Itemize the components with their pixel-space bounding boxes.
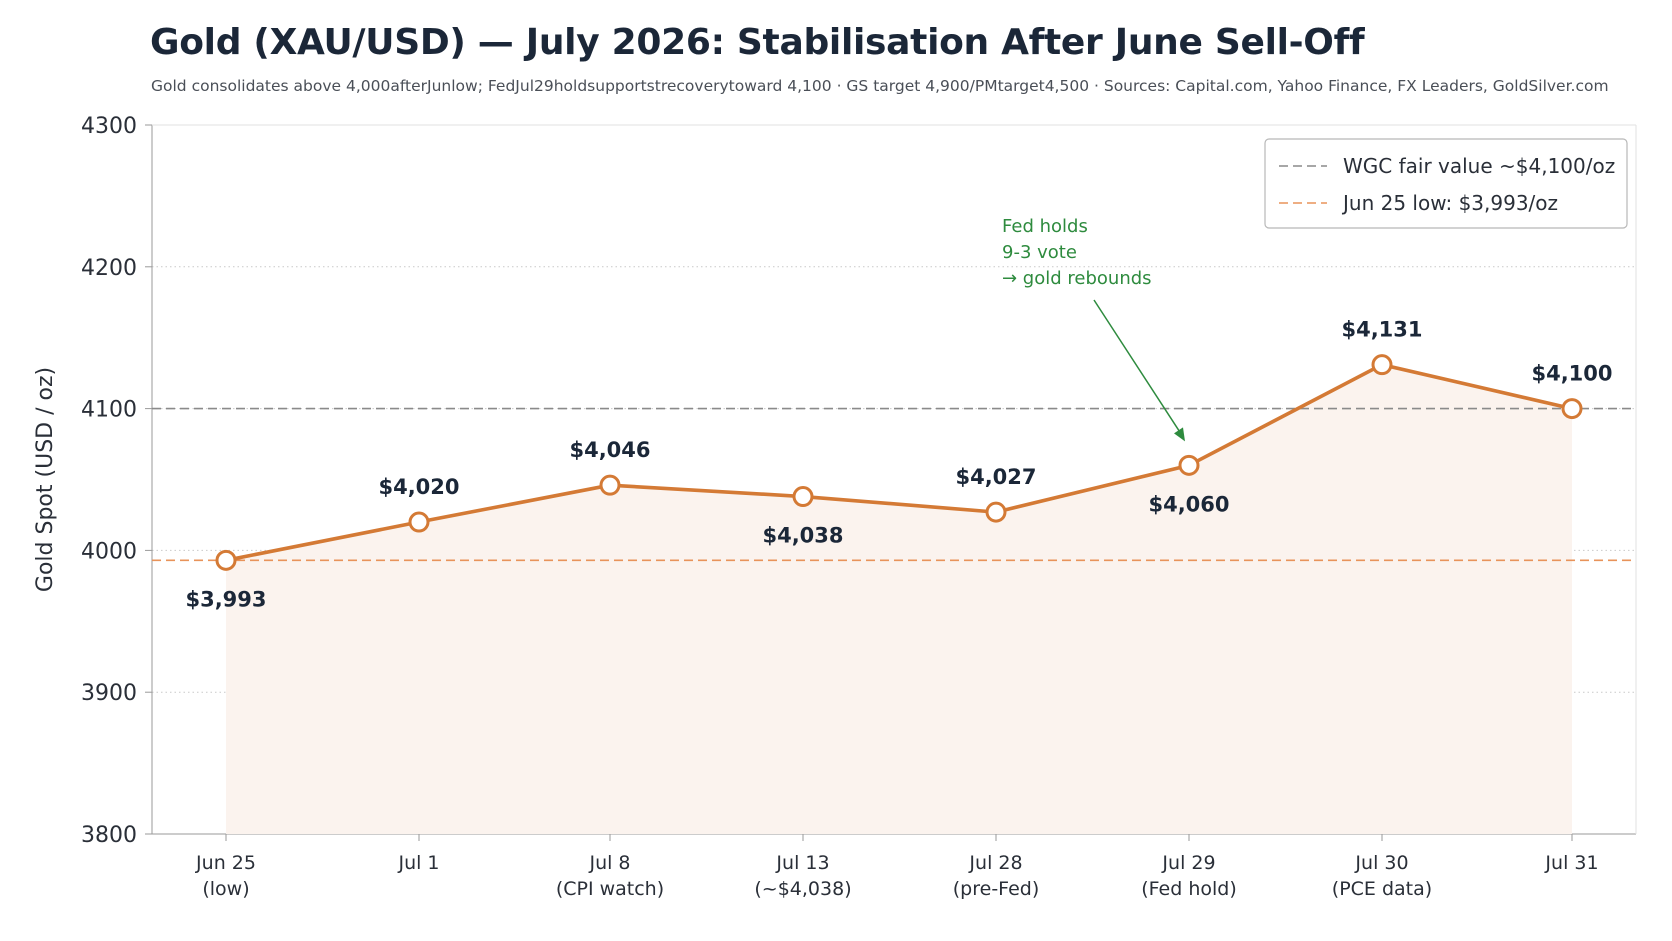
x-tick-sublabel: (low) xyxy=(202,878,249,900)
data-point xyxy=(1561,398,1583,420)
data-point xyxy=(792,486,814,508)
x-tick-label: Jul 8 xyxy=(588,852,630,874)
data-point xyxy=(1178,454,1200,476)
annotation-arrowhead xyxy=(1174,427,1185,442)
x-tick-sublabel: (PCE data) xyxy=(1332,878,1432,900)
x-tick-label: Jul 13 xyxy=(775,852,829,874)
x-tick-label: Jul 28 xyxy=(968,852,1022,874)
y-tick-label: 4200 xyxy=(81,256,137,281)
x-tick-label: Jul 29 xyxy=(1161,852,1215,874)
x-tick-sublabel: (Fed hold) xyxy=(1141,878,1237,900)
data-label: $3,993 xyxy=(185,587,266,611)
data-point xyxy=(408,511,430,533)
data-label: $4,046 xyxy=(569,438,650,462)
x-tick-sublabel: (CPI watch) xyxy=(556,878,664,900)
y-tick-label: 4000 xyxy=(81,539,137,564)
data-point xyxy=(1371,354,1393,376)
data-label: $4,100 xyxy=(1531,362,1612,386)
y-tick-label: 4100 xyxy=(81,398,137,423)
data-point xyxy=(985,501,1007,523)
chart-subtitle: Gold consolidates above 4,000afterJunlow… xyxy=(151,77,1609,95)
x-tick-label: Jul 31 xyxy=(1544,852,1598,874)
series-area xyxy=(226,364,1572,834)
x-tick-sublabel: (pre-Fed) xyxy=(953,878,1039,900)
data-label: $4,038 xyxy=(762,524,843,548)
series-line xyxy=(225,362,1573,563)
y-tick-label: 3900 xyxy=(81,681,137,706)
annotation-text: Fed holds xyxy=(1002,216,1088,237)
x-tick-label: Jul 1 xyxy=(397,852,439,874)
x-tick-label: Jul 30 xyxy=(1354,852,1408,874)
data-label: $4,131 xyxy=(1341,318,1422,342)
chart-title: Gold (XAU/USD) — July 2026: Stabilisatio… xyxy=(150,22,1365,63)
x-tick-sublabel: (~$4,038) xyxy=(754,878,851,900)
x-tick-label: Jun 25 xyxy=(195,852,256,874)
data-label: $4,060 xyxy=(1148,492,1229,516)
annotation-text: 9-3 vote xyxy=(1002,242,1077,263)
data-label: $4,027 xyxy=(955,465,1036,489)
data-point xyxy=(215,549,237,571)
y-tick-label: 4300 xyxy=(81,114,137,139)
legend-box xyxy=(1264,138,1628,229)
annotation-arrow-line xyxy=(1093,299,1183,436)
data-point xyxy=(599,474,621,496)
y-axis-label: Gold Spot (USD / oz) xyxy=(33,367,58,592)
y-tick-label: 3800 xyxy=(81,823,137,848)
legend-label: Jun 25 low: $3,993/oz xyxy=(1341,191,1558,215)
data-label: $4,020 xyxy=(378,475,459,499)
legend-label: WGC fair value ~$4,100/oz xyxy=(1343,154,1615,178)
annotation-text: → gold rebounds xyxy=(1002,268,1152,289)
